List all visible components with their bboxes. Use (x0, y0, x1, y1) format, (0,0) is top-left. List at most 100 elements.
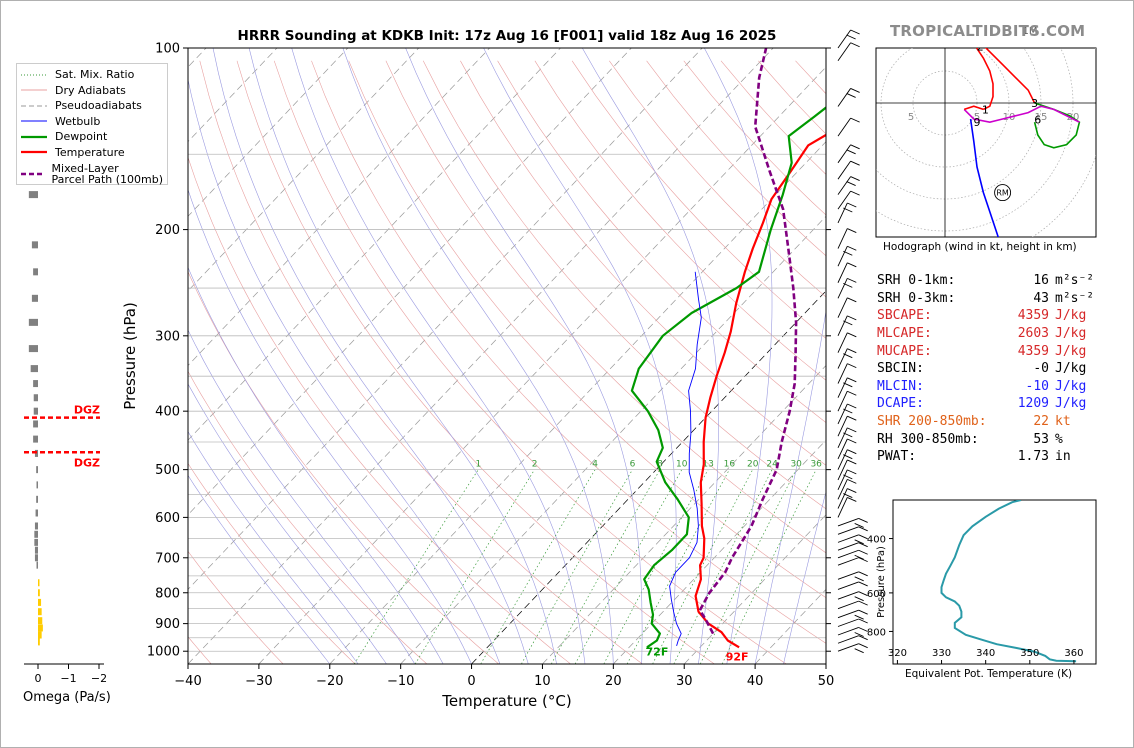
legend-entry: Dewpoint (21, 129, 163, 145)
wind-barb-staff (837, 549, 859, 559)
index-name: DCAPE: (877, 396, 924, 412)
wind-barb-flag (858, 526, 868, 532)
wind-barb-staff (837, 88, 851, 107)
moist-adiabat-line (248, 48, 557, 664)
theta-e-x-tick-label: 360 (1064, 648, 1083, 659)
hodograph-trace (963, 105, 1080, 124)
hodograph-caption: Hodograph (wind in kt, height in km) (883, 241, 1077, 253)
wind-barb-staff (837, 518, 859, 527)
dry-adiabat-line (188, 156, 571, 664)
mixing-ratio-label: 20 (747, 460, 759, 470)
omega-bar (38, 638, 40, 646)
wind-barb-flag (846, 149, 856, 155)
index-row: DCAPE: 1209 J/kg (877, 395, 1094, 413)
hodograph-trace (963, 105, 984, 111)
omega-bar (38, 589, 40, 597)
omega-bar (33, 268, 38, 276)
wind-barb-staff (837, 438, 848, 460)
wind-barb-staff (837, 315, 848, 336)
wind-barb-flag (858, 609, 868, 615)
mixing-ratio-line (673, 469, 773, 664)
surface-temperature-label: 92F (726, 650, 749, 663)
legend-label: Temperature (55, 145, 125, 159)
wind-barb-flag (847, 415, 857, 421)
wind-barb-flag (843, 282, 853, 288)
index-name: SBCAPE: (877, 308, 932, 324)
omega-bar (38, 617, 43, 625)
sounding-indices: SRH 0-1km: 16 m²s⁻² SRH 0-3km: 43 m²s⁻² SBCAPE… (877, 272, 1094, 466)
legend-entry: Wetbulb (21, 114, 163, 130)
legend-entry: Pseudoadiabats (21, 98, 163, 114)
omega-bar (38, 608, 42, 616)
moist-adiabat-line (754, 309, 826, 664)
index-row: SHR 200-850mb: 22 kt (877, 413, 1094, 431)
isotherm-line (188, 48, 703, 590)
moist-adiabat-line (342, 48, 614, 664)
wind-barb-flag (858, 635, 868, 641)
wind-barb-staff (837, 526, 859, 535)
wind-barb-flag (858, 549, 868, 555)
moist-adiabat-line (483, 48, 677, 664)
wind-barb-flag (854, 648, 864, 654)
legend-entry: Mixed-Layer Parcel Path (100mb) (21, 160, 163, 188)
legend-label: Dewpoint (55, 130, 108, 144)
wind-barb-flag (846, 181, 856, 186)
legend-label: Wetbulb (55, 114, 101, 128)
wind-barb-flag (843, 408, 853, 414)
omega-bar (28, 191, 38, 199)
dry-adiabat-line (385, 60, 826, 554)
wind-barb-flag (846, 93, 856, 98)
omega-bar (34, 538, 38, 546)
wind-barb-flag (858, 627, 868, 632)
wind-barb-staff (837, 176, 851, 195)
y-tick-label: 500 (155, 463, 180, 478)
wind-barb-flag (854, 523, 864, 528)
x-tick-label: 0 (467, 674, 475, 689)
wind-barb-staff (837, 497, 848, 518)
mixing-ratio-label: 6 (630, 460, 636, 470)
isotherm-line (188, 48, 774, 664)
hodograph-height-label: 3 (1031, 97, 1038, 110)
wind-barb-flag (847, 245, 857, 251)
index-row: MUCAPE: 4359 J/kg (877, 342, 1094, 360)
wind-barb-staff (837, 202, 848, 224)
wind-barb-staff (837, 557, 859, 566)
legend-swatch (21, 74, 47, 76)
hodograph-height-label: 6 (1034, 114, 1041, 127)
isotherm-line (329, 141, 826, 664)
moist-adiabat-line (188, 266, 444, 664)
hodograph-height-label: 9 (974, 116, 981, 129)
omega-bar (35, 509, 38, 517)
index-unit: J/kg (1055, 343, 1087, 359)
index-unit: in (1055, 449, 1071, 465)
omega-bar (33, 380, 38, 388)
theta-e-x-tick-label: 320 (888, 648, 907, 659)
wind-barb-flag (854, 576, 864, 582)
y-tick-label: 200 (155, 223, 180, 238)
dry-adiabat-line (188, 462, 356, 664)
omega-bar (38, 631, 42, 639)
brand-watermark: TROPICALTIDBITS.COM (890, 22, 1086, 40)
wind-barb-staff (837, 246, 848, 267)
mixing-ratio-label: 24 (766, 460, 778, 470)
hodograph-frame (875, 47, 1097, 238)
wind-barb-staff (837, 297, 848, 318)
index-value: 53 (1033, 431, 1049, 447)
moist-adiabat-line (582, 48, 719, 664)
wind-barb-flag (847, 277, 857, 283)
mixing-ratio-line (354, 469, 479, 664)
dry-adiabat-line (497, 60, 826, 423)
theta-e-frame (892, 499, 1097, 665)
wind-barb-flag (847, 438, 857, 444)
thermo-background-lines (188, 48, 826, 664)
omega-bar (33, 420, 38, 428)
mixing-ratio-label: 8 (657, 460, 663, 470)
chart-legend: Sat. Mix. Ratio Dry Adiabats Pseudoadiabat… (16, 63, 168, 185)
y-tick-label: 1000 (147, 645, 180, 660)
moist-adiabat-line (783, 490, 826, 664)
wind-barb-flag (858, 571, 868, 577)
isobar-gridlines (188, 48, 826, 652)
index-unit: m²s⁻² (1055, 290, 1095, 306)
index-name: MUCAPE: (877, 343, 932, 359)
